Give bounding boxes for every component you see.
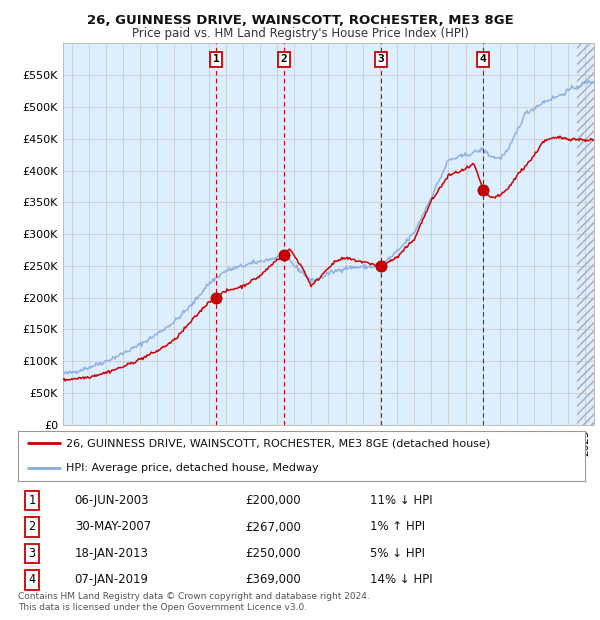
Text: 4: 4 [29, 574, 36, 586]
Text: 1: 1 [212, 55, 220, 64]
Text: 3: 3 [29, 547, 36, 560]
Text: £250,000: £250,000 [245, 547, 301, 560]
Text: 2: 2 [281, 55, 287, 64]
Text: 5% ↓ HPI: 5% ↓ HPI [370, 547, 425, 560]
Text: 4: 4 [479, 55, 487, 64]
Text: 18-JAN-2013: 18-JAN-2013 [75, 547, 149, 560]
Text: 06-JUN-2003: 06-JUN-2003 [75, 494, 149, 507]
Text: 11% ↓ HPI: 11% ↓ HPI [370, 494, 432, 507]
Text: 07-JAN-2019: 07-JAN-2019 [75, 574, 149, 586]
Text: Price paid vs. HM Land Registry's House Price Index (HPI): Price paid vs. HM Land Registry's House … [131, 27, 469, 40]
Text: 30-MAY-2007: 30-MAY-2007 [75, 521, 151, 533]
Text: £200,000: £200,000 [245, 494, 301, 507]
Text: £369,000: £369,000 [245, 574, 301, 586]
Text: 26, GUINNESS DRIVE, WAINSCOTT, ROCHESTER, ME3 8GE: 26, GUINNESS DRIVE, WAINSCOTT, ROCHESTER… [86, 14, 514, 27]
Text: 26, GUINNESS DRIVE, WAINSCOTT, ROCHESTER, ME3 8GE (detached house): 26, GUINNESS DRIVE, WAINSCOTT, ROCHESTER… [66, 438, 490, 448]
Text: 2: 2 [29, 521, 36, 533]
Text: Contains HM Land Registry data © Crown copyright and database right 2024.: Contains HM Land Registry data © Crown c… [18, 592, 370, 601]
Text: HPI: Average price, detached house, Medway: HPI: Average price, detached house, Medw… [66, 463, 319, 473]
Text: This data is licensed under the Open Government Licence v3.0.: This data is licensed under the Open Gov… [18, 603, 307, 612]
Text: 1: 1 [29, 494, 36, 507]
Text: £267,000: £267,000 [245, 521, 301, 533]
Text: 1% ↑ HPI: 1% ↑ HPI [370, 521, 425, 533]
Text: 14% ↓ HPI: 14% ↓ HPI [370, 574, 432, 586]
Text: 3: 3 [377, 55, 384, 64]
